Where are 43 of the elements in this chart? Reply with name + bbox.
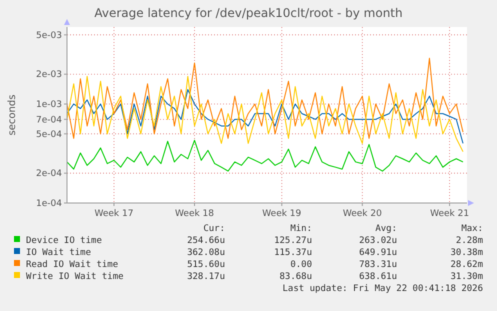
text: Min: bbox=[290, 224, 312, 234]
text: 2.28m bbox=[456, 236, 483, 246]
x-tick-label: Week 17 bbox=[94, 209, 134, 219]
text: 783.31u bbox=[359, 260, 397, 270]
text: 263.02u bbox=[359, 236, 397, 246]
text: 649.91u bbox=[359, 248, 397, 258]
x-tick-label: Week 21 bbox=[430, 209, 470, 219]
text: 515.60u bbox=[187, 260, 225, 270]
y-tick-label: 2e-04 bbox=[36, 169, 62, 180]
text: 0.00 bbox=[290, 260, 312, 270]
text: 31.30m bbox=[450, 272, 483, 282]
legend-label: Read IO Wait time bbox=[26, 260, 118, 270]
text: Cur: bbox=[203, 224, 225, 234]
line-series bbox=[66, 140, 464, 172]
x-tick-label: Week 19 bbox=[262, 209, 302, 219]
text: 362.08u bbox=[187, 248, 225, 258]
text: 638.61u bbox=[359, 272, 397, 282]
text: 328.17u bbox=[187, 272, 225, 282]
y-tick-label: 5e-04 bbox=[36, 130, 62, 140]
legend-label: Device IO time bbox=[26, 236, 102, 246]
line-series bbox=[66, 58, 464, 139]
y-tick-label: 2e-03 bbox=[36, 70, 62, 80]
legend-label: Write IO Wait time bbox=[26, 272, 124, 282]
line-series bbox=[66, 76, 464, 152]
text: 28.62m bbox=[450, 260, 483, 270]
y-tick-label: 1e-03 bbox=[36, 100, 62, 110]
y-tick-label: 1e-04 bbox=[36, 199, 62, 209]
legend-label: IO Wait time bbox=[26, 248, 92, 258]
x-tick-label: Week 18 bbox=[175, 209, 214, 219]
y-axis-title: seconds bbox=[7, 94, 18, 136]
text: 83.68u bbox=[279, 272, 312, 282]
text: Last update: Fri May 22 00:41:18 2026 bbox=[282, 284, 483, 294]
line-series bbox=[66, 89, 464, 144]
text: 30.38m bbox=[450, 248, 483, 258]
y-tick-label: 5e-03 bbox=[36, 30, 62, 41]
text: Max: bbox=[461, 224, 483, 234]
text: 254.66u bbox=[187, 236, 225, 246]
y-tick-label: 7e-04 bbox=[36, 115, 62, 126]
text: 115.37u bbox=[274, 248, 312, 258]
chart-title: Average latency for /dev/peak10clt/root - by month bbox=[94, 6, 403, 20]
text: 125.27u bbox=[274, 236, 312, 246]
text: Avg: bbox=[375, 224, 397, 234]
x-tick-label: Week 20 bbox=[342, 209, 382, 219]
